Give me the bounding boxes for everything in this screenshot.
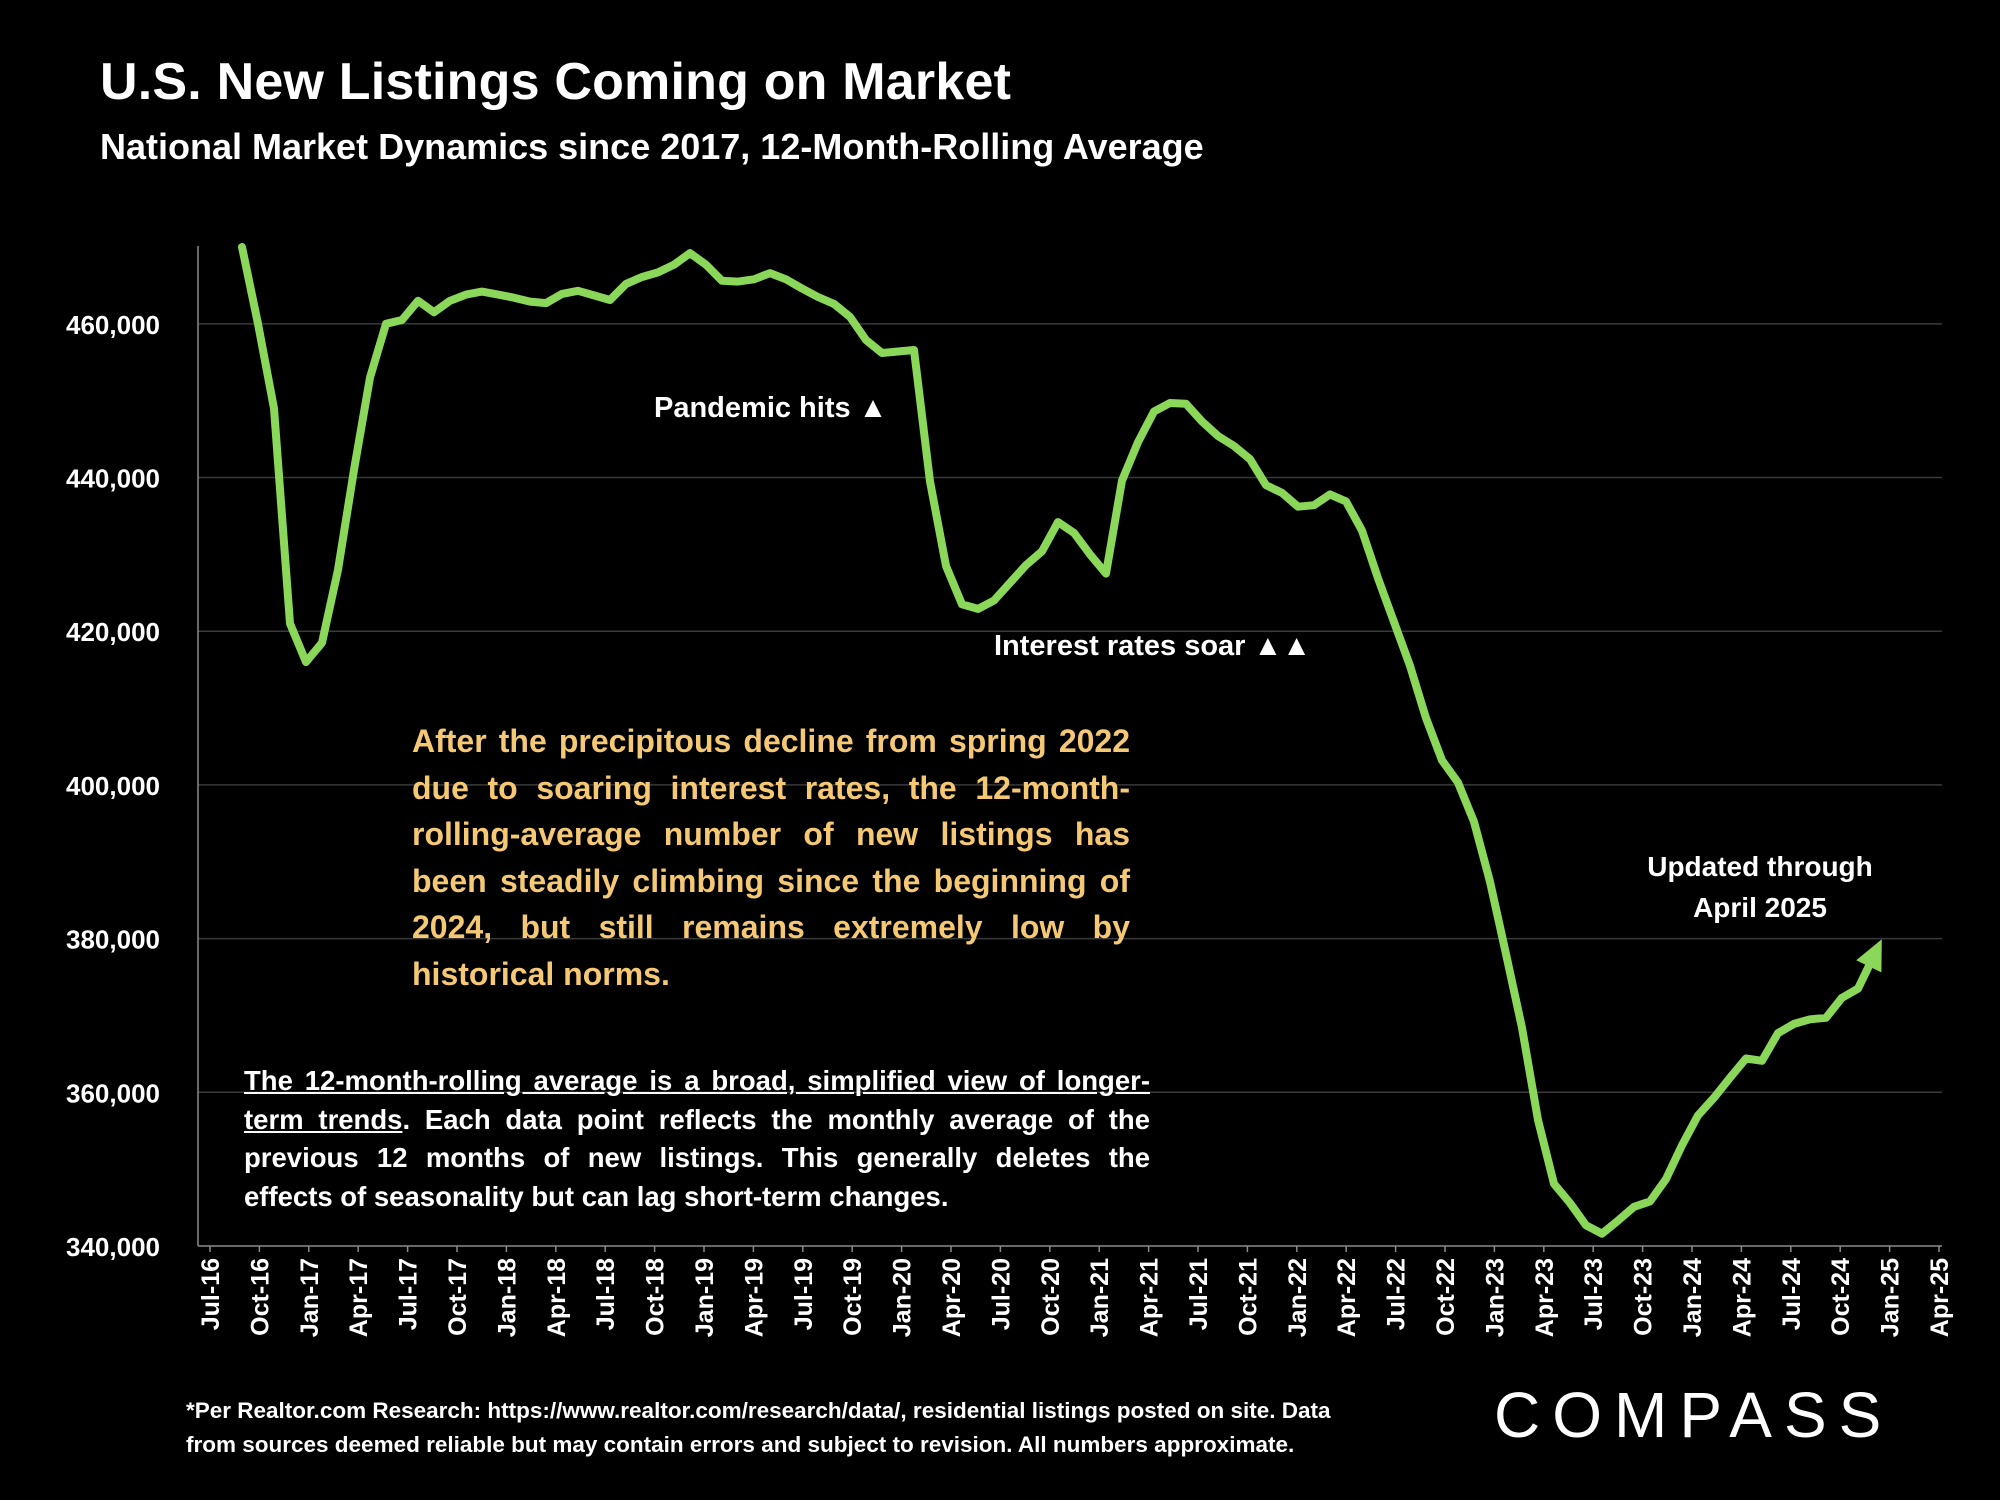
chart-title: U.S. New Listings Coming on Market xyxy=(100,53,1012,111)
commentary-note: After the precipitous decline from sprin… xyxy=(412,723,1130,992)
annotation-pandemic: Pandemic hits ▲ xyxy=(654,392,888,424)
updated-line-2: April 2025 xyxy=(1693,892,1827,923)
x-axis-ticks: Jul-16 Oct-16 Jan-17 Apr-17 Jul-17 Oct-17 Jan-… xyxy=(197,1246,1954,1337)
x-tick-label: Jul-22 xyxy=(1383,1258,1411,1330)
x-tick-label: Oct-18 xyxy=(642,1258,670,1336)
x-tick-label: Apr-18 xyxy=(543,1258,571,1337)
gridlines xyxy=(198,323,1942,1094)
y-axis-ticks: 340,000 360,000 380,000 400,000 420,000 440,0… xyxy=(66,310,160,1262)
y-tick-label: 380,000 xyxy=(66,925,160,955)
x-tick-label: Jan-18 xyxy=(493,1258,521,1337)
x-tick-label: Jan-17 xyxy=(296,1258,324,1337)
methodology-note-rest: . Each data point reflects the monthly a… xyxy=(244,1103,1150,1212)
x-tick-label: Apr-21 xyxy=(1136,1258,1164,1337)
x-tick-label: Jul-17 xyxy=(395,1258,423,1330)
x-tick-label: Jan-24 xyxy=(1679,1258,1707,1337)
footnote-line-2: from sources deemed reliable but may con… xyxy=(186,1432,1295,1457)
x-tick-label: Jan-19 xyxy=(691,1258,719,1337)
x-tick-label: Jul-24 xyxy=(1778,1258,1806,1330)
x-tick-label: Apr-24 xyxy=(1728,1258,1756,1337)
axes xyxy=(197,246,1942,1247)
x-tick-label: Oct-17 xyxy=(444,1258,472,1336)
x-tick-label: Apr-22 xyxy=(1333,1258,1361,1337)
x-tick-label: Apr-19 xyxy=(740,1258,768,1337)
x-tick-label: Jan-20 xyxy=(889,1258,917,1337)
x-tick-label: Jul-18 xyxy=(592,1258,620,1330)
x-tick-label: Oct-24 xyxy=(1827,1258,1855,1336)
x-tick-label: Jan-22 xyxy=(1284,1258,1312,1337)
y-tick-label: 420,000 xyxy=(66,617,160,647)
x-tick-label: Oct-21 xyxy=(1234,1258,1262,1336)
updated-through-label: Updated through April 2025 xyxy=(1610,846,1910,928)
x-tick-label: Apr-17 xyxy=(345,1258,373,1337)
x-tick-label: Jan-25 xyxy=(1877,1258,1905,1337)
y-tick-label: 340,000 xyxy=(66,1232,160,1262)
x-tick-label: Jul-21 xyxy=(1185,1258,1213,1330)
y-tick-label: 360,000 xyxy=(66,1078,160,1108)
x-tick-label: Oct-19 xyxy=(839,1258,867,1336)
x-tick-label: Apr-23 xyxy=(1531,1258,1559,1337)
footnote-line-1: *Per Realtor.com Research: https://www.r… xyxy=(186,1398,1331,1423)
y-tick-label: 440,000 xyxy=(66,464,160,494)
x-tick-label: Oct-22 xyxy=(1432,1258,1460,1336)
x-tick-label: Jul-16 xyxy=(197,1258,225,1330)
x-tick-label: Oct-20 xyxy=(1037,1258,1065,1336)
x-tick-label: Jul-23 xyxy=(1580,1258,1608,1330)
chart-subtitle: National Market Dynamics since 2017, 12-… xyxy=(100,126,1204,167)
y-tick-label: 460,000 xyxy=(66,310,160,340)
methodology-note-underlined: The 12-month-rolling average is a broad,… xyxy=(244,1065,1150,1135)
methodology-note: The 12-month-rolling average is a broad,… xyxy=(244,1062,1150,1216)
series-arrowhead xyxy=(1856,939,1882,973)
compass-logo: COMPASS xyxy=(1494,1379,1894,1451)
x-tick-label: Jul-19 xyxy=(790,1258,818,1330)
source-footnote: *Per Realtor.com Research: https://www.r… xyxy=(186,1394,1486,1462)
annotation-interest-rates: Interest rates soar ▲▲ xyxy=(994,630,1311,662)
x-tick-label: Jan-23 xyxy=(1481,1258,1509,1337)
updated-line-1: Updated through xyxy=(1647,851,1873,882)
x-tick-label: Oct-23 xyxy=(1630,1258,1658,1336)
x-tick-label: Oct-16 xyxy=(246,1258,274,1336)
y-tick-label: 400,000 xyxy=(66,771,160,801)
x-tick-label: Apr-25 xyxy=(1926,1258,1954,1337)
x-tick-label: Jul-20 xyxy=(987,1258,1015,1330)
x-tick-label: Apr-20 xyxy=(938,1258,966,1337)
x-tick-label: Jan-21 xyxy=(1086,1258,1114,1337)
data-series xyxy=(238,243,1882,1238)
